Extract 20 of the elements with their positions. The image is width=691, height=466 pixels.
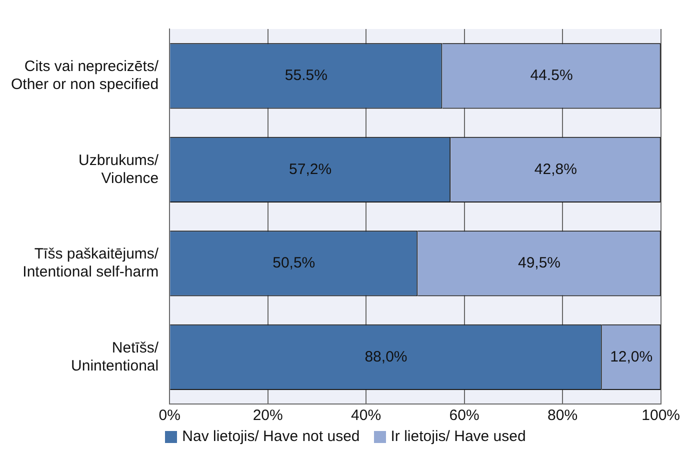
- data-label: 49,5%: [518, 254, 561, 272]
- x-tick-label: 0%: [158, 407, 180, 424]
- data-label: 42,8%: [534, 160, 577, 178]
- y-tick-label: Cits vai neprecizēts/ Other or non specified: [10, 58, 160, 94]
- y-tick-label: Uzbrukums/ Violence: [78, 152, 160, 187]
- data-label: 88,0%: [364, 348, 408, 366]
- x-tick-label: 40%: [351, 407, 382, 424]
- data-label: 50,5%: [272, 254, 316, 272]
- x-tick-label: 100%: [642, 407, 680, 424]
- data-label: 55.5%: [284, 67, 328, 84]
- x-tick-label: 20%: [252, 407, 283, 424]
- y-tick-label: Tīšs paškaitējums/ Intentional self-harm: [22, 246, 160, 281]
- x-tick-label: 60%: [449, 407, 480, 424]
- x-tick-label: 80%: [548, 407, 578, 424]
- y-tick-label: Netīšs/ Unintentional: [71, 339, 160, 374]
- legend-label: Nav lietojis/ Have not used: [182, 428, 360, 445]
- data-label: 12,0%: [610, 348, 653, 366]
- data-label: 44.5%: [530, 67, 573, 84]
- legend-label: Ir lietojis/ Have used: [390, 428, 526, 445]
- data-label: 57,2%: [289, 160, 332, 178]
